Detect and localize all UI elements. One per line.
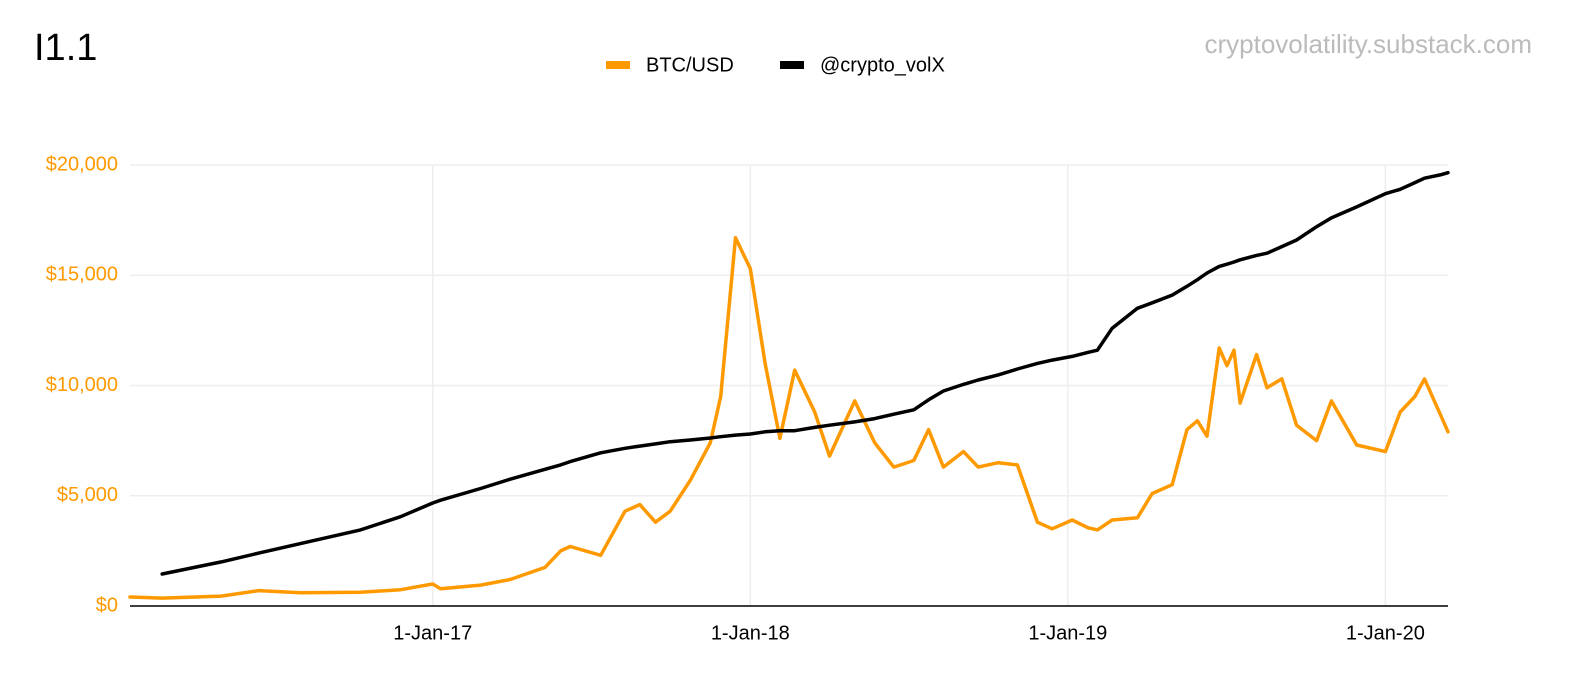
y-tick-label: $0 [96, 594, 118, 616]
x-tick-label: 1-Jan-18 [711, 622, 790, 644]
legend-swatch [606, 61, 630, 69]
y-tick-label: $5,000 [57, 484, 118, 506]
y-tick-label: $10,000 [46, 374, 118, 396]
y-tick-label: $20,000 [46, 153, 118, 175]
x-tick-label: 1-Jan-17 [393, 622, 472, 644]
y-tick-label: $15,000 [46, 264, 118, 286]
legend-swatch [780, 61, 804, 69]
x-tick-label: 1-Jan-19 [1028, 622, 1107, 644]
series-line [128, 236, 1450, 600]
legend-label: BTC/USD [646, 54, 734, 76]
source-text: cryptovolatility.substack.com [1204, 29, 1532, 59]
x-tick-label: 1-Jan-20 [1346, 622, 1425, 644]
chart-title: I1.1 [34, 27, 97, 69]
legend-label: @crypto_volX [820, 54, 945, 76]
series-line [160, 170, 1450, 576]
